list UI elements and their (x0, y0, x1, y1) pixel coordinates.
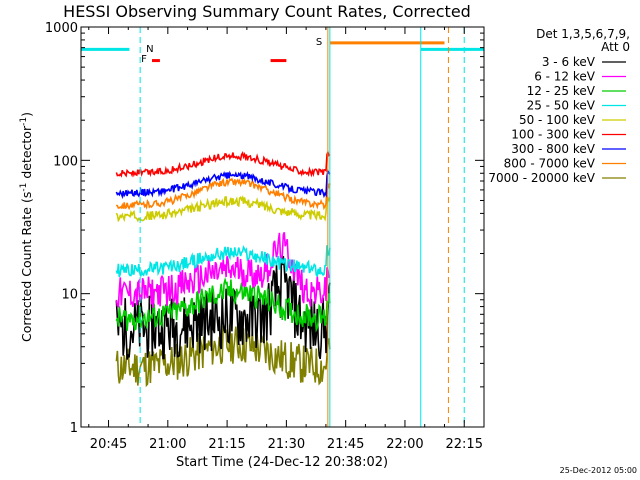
legend-label: 7000 - 20000 keV (488, 171, 595, 185)
flag-f: F (141, 54, 147, 65)
legend-label: 12 - 25 keV (527, 84, 596, 98)
y-tick-label: 1 (70, 421, 78, 436)
legend-label: 100 - 300 keV (511, 128, 595, 142)
legend-label: 50 - 100 keV (519, 113, 596, 127)
legend-header-detectors: Det 1,3,5,6,7,9, (536, 27, 630, 41)
series-line (115, 245, 331, 278)
x-tick-label: 21:00 (149, 437, 186, 452)
series-line (115, 256, 331, 360)
x-tick-label: 21:15 (208, 437, 245, 452)
legend-label: 3 - 6 keV (542, 55, 596, 69)
x-tick-label: 22:15 (446, 437, 483, 452)
y-axis-label-mid: detector (19, 125, 34, 183)
tick-layer: 20:45 21:00 21:15 21:30 21:45 22:00 22:15 1 10 10… (45, 21, 485, 452)
y-axis-label: Corrected Count Rate (s-1 detector-1) (19, 112, 34, 342)
x-axis-label: Start Time (24-Dec-12 20:38:02) (176, 455, 388, 470)
marker-layer: NF S (81, 27, 484, 427)
legend-label: 800 - 7000 keV (504, 157, 596, 171)
series-layer (115, 150, 331, 388)
series-line (115, 276, 331, 333)
x-tick-label: 21:45 (327, 437, 364, 452)
series-line (115, 194, 331, 223)
legend-label: 300 - 800 keV (511, 142, 595, 156)
series-line (115, 177, 331, 211)
chart-title: HESSI Observing Summary Count Rates, Cor… (63, 2, 471, 21)
legend-label: 6 - 12 keV (534, 70, 596, 84)
x-tick-label: 20:45 (90, 437, 127, 452)
flag-n: N (146, 44, 153, 55)
x-tick-label: 22:00 (386, 437, 423, 452)
y-tick-label: 100 (53, 154, 78, 169)
date-stamp: 25-Dec-2012 05:00 (560, 466, 637, 475)
y-axis-label-end: ) (19, 112, 34, 117)
y-tick-label: 1000 (45, 21, 78, 36)
flag-s: S (316, 37, 322, 48)
y-tick-label: 10 (61, 288, 78, 303)
series-line (115, 150, 331, 178)
series-line (115, 168, 331, 200)
y-axis-label-main: Corrected Count Rate (s (19, 192, 34, 342)
y-axis-label-exp2: -1 (19, 117, 29, 126)
y-axis-label-exp1: -1 (19, 183, 29, 192)
legend-header-attenuator: Att 0 (601, 40, 630, 54)
plot-frame (80, 26, 485, 428)
legend-label: 25 - 50 keV (527, 99, 596, 113)
x-tick-label: 21:30 (268, 437, 305, 452)
